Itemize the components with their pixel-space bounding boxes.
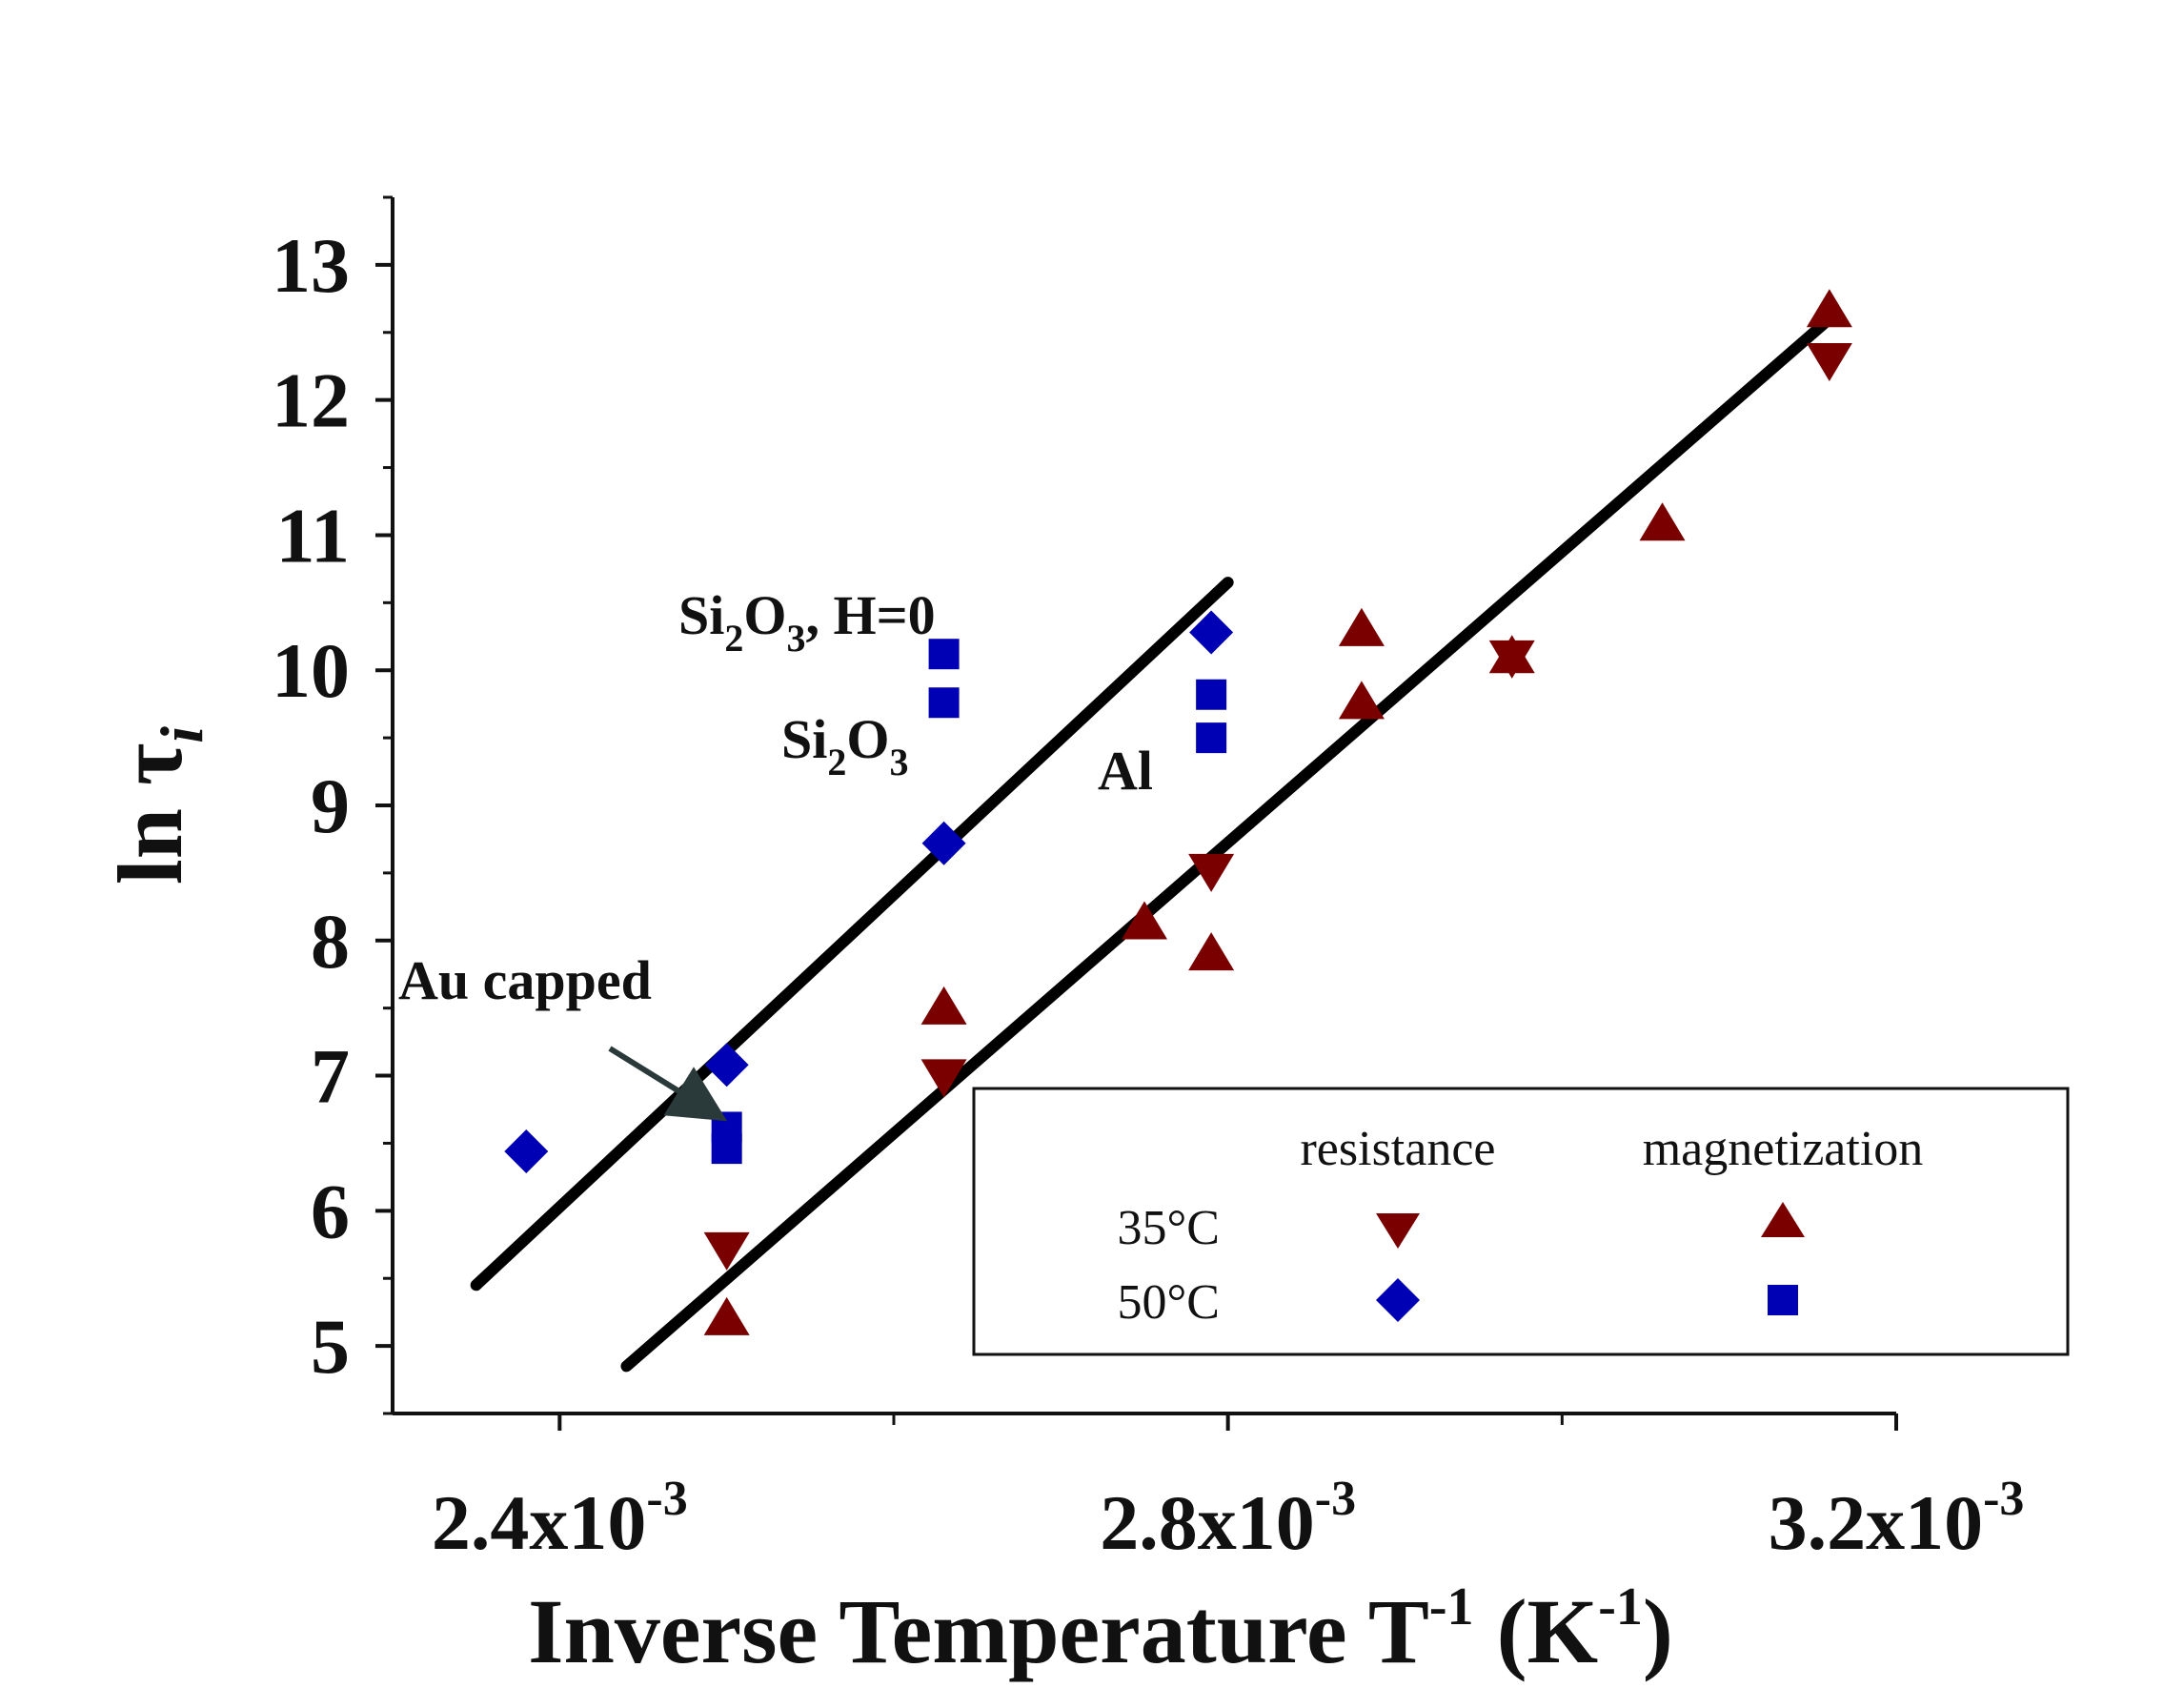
point-50-c-magnetization: [1196, 679, 1227, 710]
point-35-c-magnetization: [1338, 681, 1385, 720]
point-35-c-magnetization: [1639, 502, 1686, 541]
point-35-c-resistance: [703, 1231, 750, 1271]
annotation-si2o3: Si2O3: [781, 708, 909, 783]
annotation-al: Al: [1098, 740, 1153, 802]
point-35-c-magnetization: [920, 986, 967, 1025]
legend-row-50c: 50°C: [1118, 1275, 1220, 1330]
x-axis-title-unit-sup: -1: [1598, 1577, 1643, 1637]
point-35-c-magnetization: [1488, 635, 1535, 674]
fit-line-fit-35C: [620, 313, 1835, 1373]
point-35-c-resistance: [1806, 342, 1852, 381]
annotation-si2o3-sub1: 2: [827, 741, 846, 783]
legend: resistance magnetization 35°C 50°C: [972, 1087, 2070, 1356]
annotation-si2o3-h0-sub2: 3: [787, 617, 806, 660]
x-tick-label: 2.4x10-3: [432, 1472, 688, 1566]
x-tick-label-mantissa: 3.2x10: [1769, 1479, 1984, 1566]
legend-marker-35c-magnetization: [1761, 1202, 1805, 1237]
x-tick-label: 3.2x10-3: [1769, 1472, 2025, 1566]
point-35-c-magnetization: [1122, 901, 1167, 940]
point-50-c-magnetization: [928, 687, 960, 719]
y-tick-label: 7: [311, 1033, 350, 1120]
point-35-c-resistance: [920, 1059, 967, 1098]
fit-line-fit-50C: [470, 577, 1234, 1291]
y-tick-label: 13: [272, 222, 350, 309]
x-axis-title-main: Inverse Temperature T: [528, 1580, 1429, 1682]
legend-marker-50c-magnetization: [1768, 1285, 1798, 1315]
point-50-c-resistance: [921, 821, 966, 865]
point-50-c-magnetization: [711, 1133, 742, 1165]
au-capped-arrow: [608, 1046, 728, 1122]
y-tick-label: 9: [311, 763, 350, 849]
y-tick-label: 12: [272, 357, 350, 444]
x-tick-label-exponent: -3: [1315, 1472, 1356, 1526]
annotation-si2o3-h0: Si2O3, H=0: [678, 584, 936, 660]
annotation-si2o3-o: O: [846, 708, 889, 770]
y-tick-label: 8: [311, 898, 350, 985]
point-35-c-magnetization: [1338, 607, 1385, 646]
y-tick-label: 10: [272, 627, 350, 714]
legend-box: [972, 1087, 2070, 1356]
legend-header-resistance: resistance: [1300, 1122, 1495, 1176]
y-axis-title-sub: i: [148, 726, 215, 743]
point-50-c-resistance: [704, 1043, 749, 1088]
x-tick-label: 2.8x10-3: [1100, 1472, 1356, 1566]
x-tick-label-mantissa: 2.8x10: [1100, 1479, 1315, 1566]
legend-header-magnetization: magnetization: [1643, 1122, 1924, 1176]
y-tick-label: 6: [311, 1168, 350, 1254]
x-tick-label-mantissa: 2.4x10: [432, 1479, 647, 1566]
x-axis-title: Inverse Temperature T-1 (K-1): [528, 1577, 1673, 1682]
annotation-au-capped: Au capped: [398, 949, 652, 1011]
x-tick-label-exponent: -3: [646, 1472, 687, 1526]
point-35-c-magnetization: [1806, 289, 1852, 328]
ticks: [375, 195, 1898, 1431]
annotation-si2o3-h0-rest: , H=0: [806, 584, 936, 646]
y-axis-title: ln τi: [99, 726, 215, 885]
x-axis-title-unit-prefix: (K: [1474, 1580, 1599, 1682]
point-35-c-resistance: [1188, 853, 1235, 892]
legend-marker-35c-resistance: [1376, 1213, 1420, 1249]
point-35-c-magnetization: [703, 1296, 750, 1335]
annotation-si2o3-si: Si: [781, 708, 827, 770]
point-50-c-resistance: [1189, 610, 1234, 655]
point-50-c-magnetization: [1196, 722, 1227, 754]
x-tick-label-exponent: -3: [1983, 1472, 2024, 1526]
y-axis-title-main: ln τ: [99, 743, 201, 885]
y-tick-label: 5: [311, 1303, 350, 1390]
legend-marker-50c-resistance: [1376, 1278, 1420, 1322]
annotation-si2o3-h0-si: Si: [678, 584, 724, 646]
legend-row-35c: 35°C: [1118, 1201, 1220, 1255]
annotation-si2o3-h0-sub1: 2: [724, 617, 743, 660]
x-axis-title-sup: -1: [1429, 1577, 1474, 1637]
annotation-si2o3-h0-o: O: [743, 584, 786, 646]
annotation-si2o3-sub2: 3: [890, 741, 909, 783]
point-50-c-magnetization: [928, 639, 960, 670]
x-axis-title-unit-suffix: ): [1643, 1580, 1673, 1682]
fit-lines: [470, 313, 1835, 1373]
point-35-c-magnetization: [1188, 932, 1235, 971]
y-tick-label: 11: [276, 492, 350, 579]
annotations: Si2O3, H=0 Si2O3 Al Au capped: [398, 584, 1153, 1122]
point-50-c-resistance: [504, 1129, 549, 1173]
